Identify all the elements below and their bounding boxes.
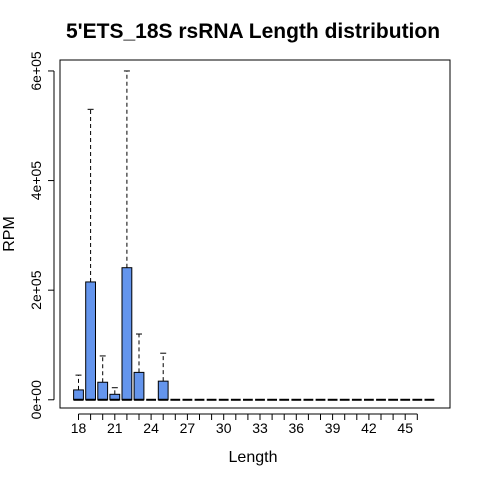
- y-axis: 0e+00 2e+05 4e+05 6e+05: [28, 51, 55, 420]
- bar-23: [133, 371, 145, 401]
- bar-19: [85, 281, 96, 401]
- x-tick-label-18: 18: [71, 420, 87, 436]
- x-tick-label-45: 45: [397, 420, 413, 436]
- x-tick-label-27: 27: [180, 420, 196, 436]
- y-tick-label-1: 2e+05: [28, 270, 44, 310]
- bar-20: [97, 381, 109, 401]
- bar-25: [157, 380, 169, 401]
- y-tick-label-3: 6e+05: [28, 51, 44, 91]
- x-tick-label-42: 42: [361, 420, 377, 436]
- x-axis: 18 21 24 27 30 33 36 39 42 45: [71, 413, 418, 436]
- x-tick-label-30: 30: [216, 420, 232, 436]
- x-tick-label-33: 33: [252, 420, 268, 436]
- y-axis-label: RPM: [1, 216, 18, 252]
- x-tick-label-24: 24: [143, 420, 159, 436]
- x-tick-label-36: 36: [289, 420, 305, 436]
- error-bars-layer: [75, 70, 167, 395]
- bar-18: [73, 389, 84, 401]
- x-axis-label: Length: [229, 449, 278, 466]
- bars-layer: [73, 267, 435, 401]
- y-tick-label-2: 4e+05: [28, 161, 44, 201]
- y-tick-label-0: 0e+00: [28, 380, 44, 420]
- plot-area-border: [59, 59, 451, 409]
- bar-22: [121, 267, 133, 401]
- x-tick-label-39: 39: [325, 420, 341, 436]
- x-tick-label-21: 21: [107, 420, 123, 436]
- chart-title: 5'ETS_18S rsRNA Length distribution: [66, 20, 440, 43]
